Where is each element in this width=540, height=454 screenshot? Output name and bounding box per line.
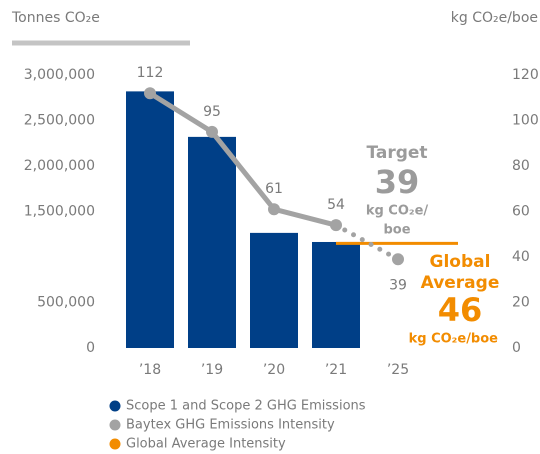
- y2-tick-label: 60: [512, 204, 530, 220]
- y2-tick-label: 40: [512, 249, 530, 265]
- data-label: 54: [327, 197, 345, 213]
- y-tick-label: 1,500,000: [24, 204, 95, 220]
- y-axis-title: Tonnes CO₂e: [11, 10, 100, 26]
- data-label: 39: [389, 277, 407, 293]
- x-tick-label: ’21: [325, 362, 347, 378]
- bar: [126, 91, 174, 348]
- legend-swatch: [109, 419, 121, 431]
- y2-tick-label: 0: [512, 340, 521, 356]
- line-marker: [268, 203, 280, 216]
- line-segment: [147, 90, 215, 135]
- y2-tick-label: 120: [512, 67, 539, 83]
- y-tick-label: 2,000,000: [24, 158, 95, 174]
- legend-label: Scope 1 and Scope 2 GHG Emissions: [126, 399, 366, 414]
- line-marker: [330, 219, 342, 232]
- y-tick-label: 2,500,000: [24, 113, 95, 129]
- annotation-value: 39: [375, 163, 420, 201]
- y2-tick-label: 20: [512, 295, 530, 311]
- legend-label: Global Average Intensity: [126, 437, 286, 452]
- y2-tick-label: 100: [512, 113, 539, 129]
- annotation-value: 46: [438, 291, 483, 329]
- line-marker: [206, 125, 218, 138]
- line-segment: [333, 222, 401, 262]
- y2-tick-label: 80: [512, 158, 530, 174]
- annotation-unit: kg CO₂e/: [366, 204, 429, 219]
- annotation-title: Target: [366, 143, 427, 163]
- data-label: 95: [203, 104, 221, 120]
- legend-label: Baytex GHG Emissions Intensity: [126, 418, 335, 433]
- x-tick-label: ’20: [263, 362, 285, 378]
- line-segment: [209, 129, 277, 212]
- y-tick-label: 500,000: [37, 295, 95, 311]
- data-label: 112: [137, 65, 164, 81]
- bar: [250, 232, 298, 348]
- line-marker: [392, 253, 404, 266]
- annotation-unit: kg CO₂e/boe: [409, 332, 499, 347]
- x-tick-label: ’25: [387, 362, 409, 378]
- line-marker: [144, 87, 156, 100]
- legend-swatch: [109, 400, 121, 412]
- data-label: 61: [265, 181, 283, 197]
- annotation-title: Average: [421, 273, 500, 293]
- bar: [312, 241, 360, 348]
- y2-axis-title: kg CO₂e/boe: [451, 10, 538, 26]
- x-tick-label: ’18: [139, 362, 161, 378]
- bar: [188, 136, 236, 348]
- y-tick-label: 3,000,000: [24, 67, 95, 83]
- legend-swatch: [109, 438, 121, 450]
- annotation-unit: boe: [383, 223, 410, 238]
- line-segment: [271, 206, 339, 228]
- annotation-title: Global: [430, 252, 491, 272]
- x-tick-label: ’19: [201, 362, 223, 378]
- y-tick-label: 0: [86, 340, 95, 356]
